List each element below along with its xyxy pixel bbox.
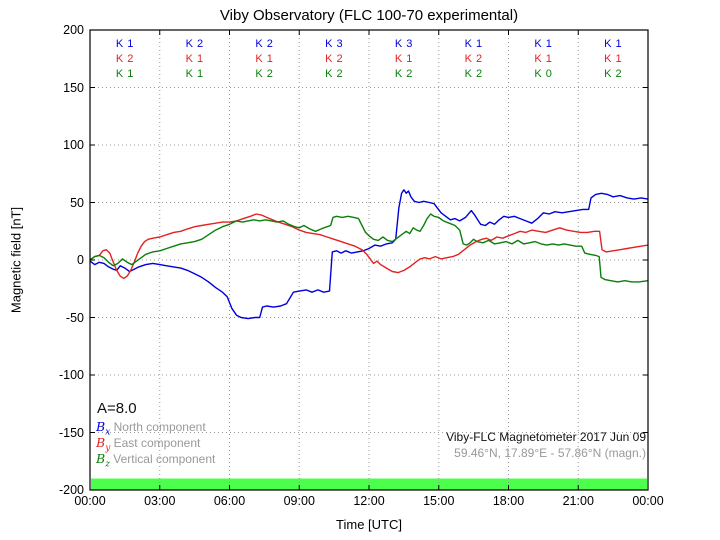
k-index-label-vertical: K 2 bbox=[394, 68, 413, 80]
legend-item-north: Bx North component bbox=[96, 419, 206, 438]
station-info-line2: 59.46°N, 17.89°E - 57.86°N (magn.) bbox=[454, 446, 646, 460]
x-tick-label: 00:00 bbox=[632, 494, 664, 508]
k-index-label-east: K 1 bbox=[255, 53, 274, 65]
legend-label: North component bbox=[110, 420, 206, 434]
k-index-label-north: K 1 bbox=[534, 38, 553, 50]
k-index-label-north: K 1 bbox=[604, 38, 623, 50]
k-index-label-north: K 2 bbox=[185, 38, 204, 50]
x-tick-label: 21:00 bbox=[562, 494, 594, 508]
y-tick-label: -150 bbox=[58, 425, 84, 440]
x-tick-label: 03:00 bbox=[144, 494, 176, 508]
coverage-bar bbox=[91, 478, 647, 490]
k-index-label-vertical: K 1 bbox=[115, 68, 134, 80]
legend-item-vertical: Bz Vertical component bbox=[96, 451, 216, 470]
k-index-label-north: K 1 bbox=[115, 38, 134, 50]
k-index-label-vertical: K 1 bbox=[185, 68, 204, 80]
y-tick-label: -100 bbox=[58, 368, 84, 382]
y-tick-label: 50 bbox=[70, 195, 84, 210]
k-index-label-east: K 2 bbox=[464, 53, 483, 65]
legend-symbol: Bx bbox=[96, 419, 111, 438]
k-index-label-north: K 1 bbox=[464, 38, 483, 50]
series-east bbox=[89, 213, 649, 280]
k-index-label-east: K 2 bbox=[325, 53, 344, 65]
y-tick-label: 100 bbox=[63, 138, 84, 152]
legend-symbol: By bbox=[96, 435, 111, 454]
x-axis-label: Time [UTC] bbox=[336, 517, 402, 532]
k-index-label-vertical: K 2 bbox=[464, 68, 483, 80]
x-tick-label: 15:00 bbox=[423, 494, 455, 508]
k-index-label-east: K 1 bbox=[185, 53, 204, 65]
x-tick-label: 12:00 bbox=[353, 494, 385, 508]
y-tick-label: 200 bbox=[63, 23, 84, 37]
legend-label: Vertical component bbox=[109, 452, 216, 466]
series-north bbox=[89, 189, 649, 320]
k-index-label-vertical: K 0 bbox=[534, 68, 553, 80]
legend-symbol: Bz bbox=[96, 451, 110, 470]
k-index-label-north: K 2 bbox=[255, 38, 274, 50]
legend-label: East component bbox=[110, 436, 201, 450]
a-index-label: A=8.0 bbox=[97, 400, 137, 417]
k-index-label-vertical: K 2 bbox=[325, 68, 344, 80]
k-index-label-east: K 1 bbox=[534, 53, 553, 65]
k-index-label-vertical: K 2 bbox=[604, 68, 623, 80]
k-index-label-north: K 3 bbox=[325, 38, 344, 50]
x-tick-label: 06:00 bbox=[213, 494, 246, 508]
page-title: Viby Observatory (FLC 100-70 experimenta… bbox=[219, 7, 519, 24]
k-index-label-east: K 2 bbox=[115, 53, 134, 65]
x-tick-label: 18:00 bbox=[492, 494, 525, 508]
y-tick-label: -50 bbox=[65, 310, 84, 325]
k-index-label-north: K 3 bbox=[394, 38, 413, 50]
x-tick-label: 00:00 bbox=[74, 494, 106, 508]
y-tick-label: 150 bbox=[63, 80, 84, 95]
k-index-label-east: K 1 bbox=[604, 53, 623, 65]
k-index-label-east: K 1 bbox=[394, 53, 413, 65]
y-tick-label: 0 bbox=[77, 253, 84, 267]
x-tick-label: 09:00 bbox=[283, 494, 315, 508]
legend-item-east: By East component bbox=[96, 435, 201, 454]
y-tick-label: -200 bbox=[58, 483, 84, 497]
series-vertical bbox=[89, 213, 649, 283]
station-info-line1: Viby-FLC Magnetometer 2017 Jun 09 bbox=[446, 430, 646, 444]
k-index-label-vertical: K 2 bbox=[255, 68, 274, 80]
